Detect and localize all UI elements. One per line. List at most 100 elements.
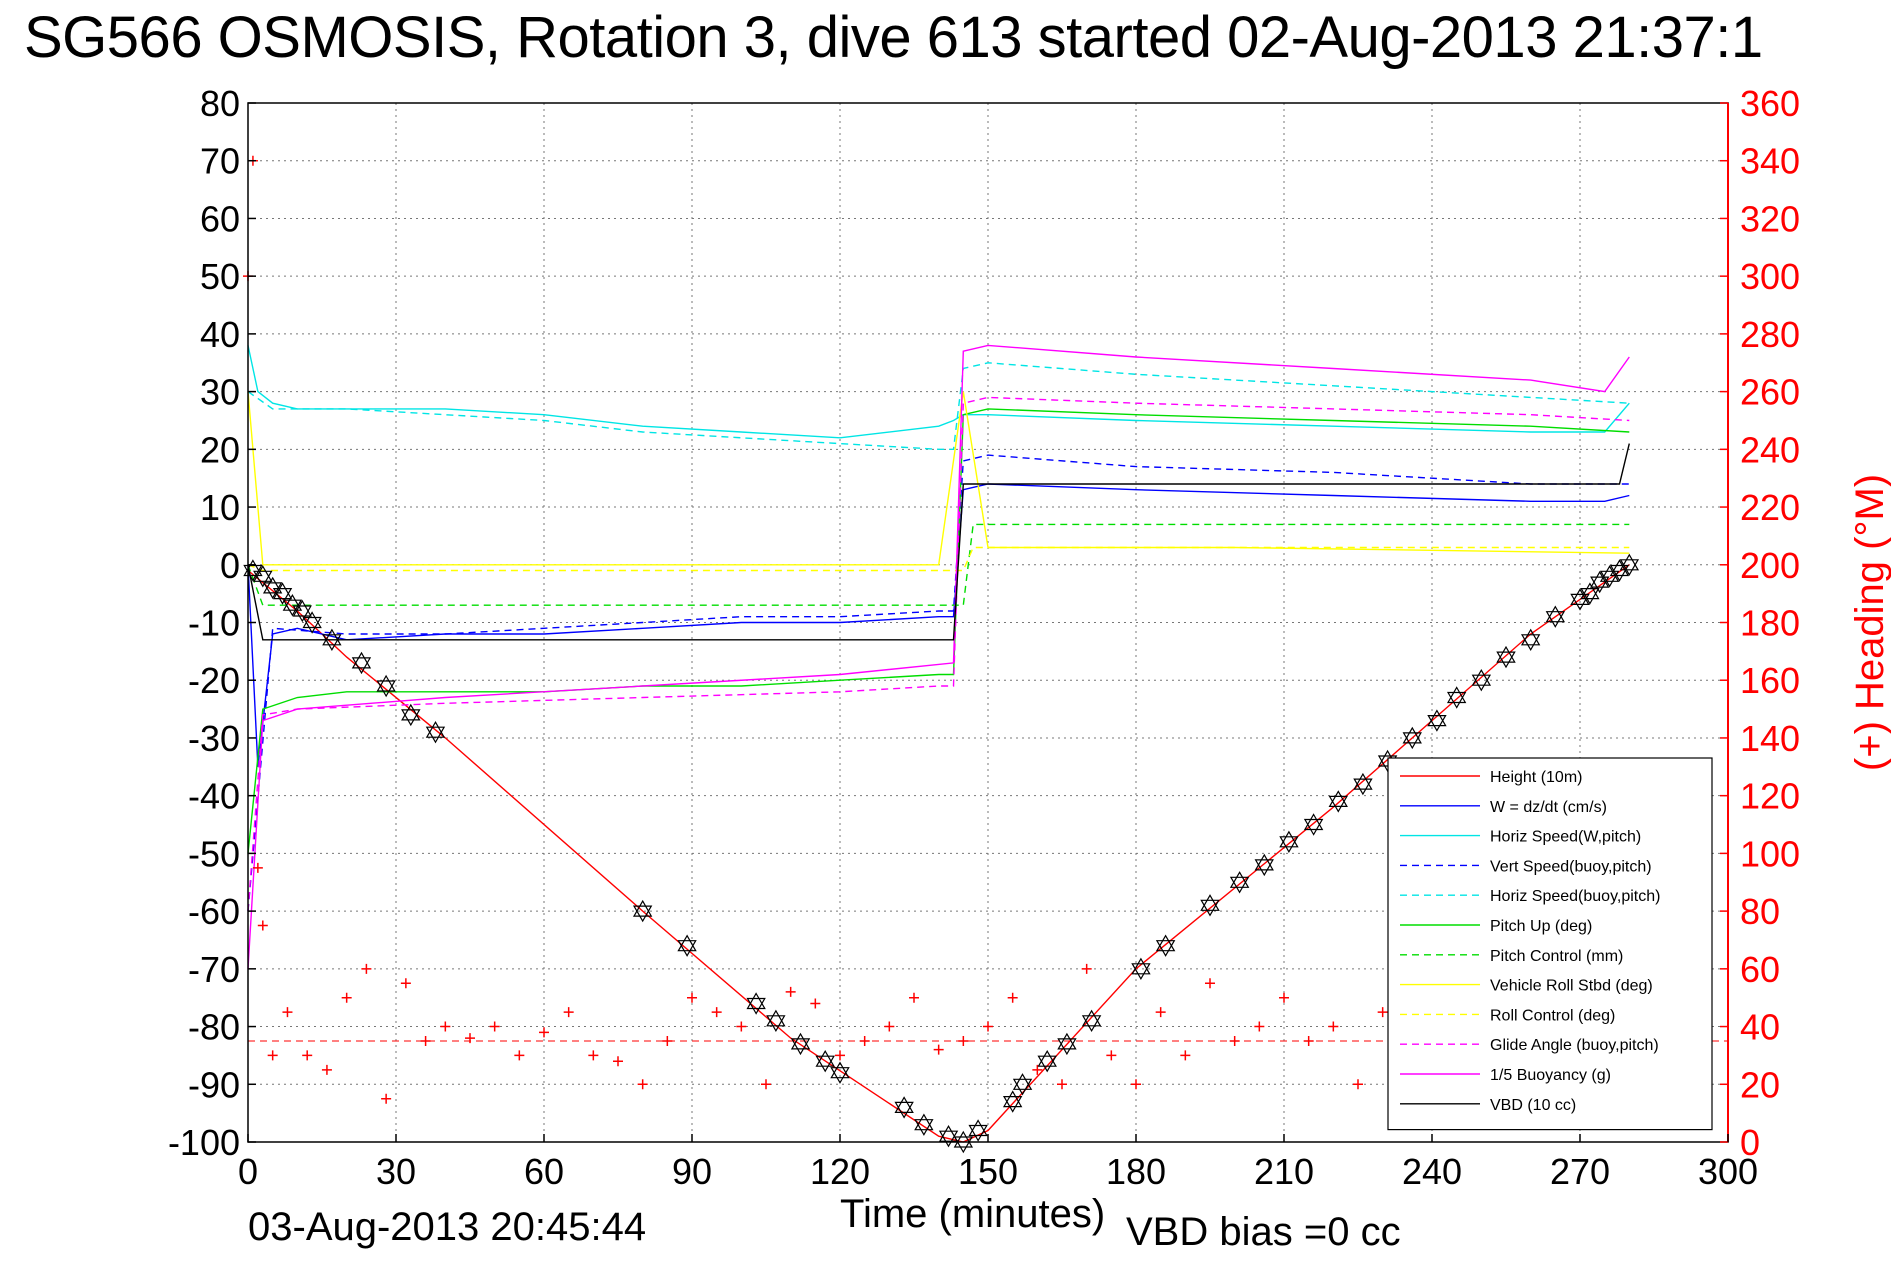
height-marker: [632, 899, 653, 923]
heading-point: [810, 998, 821, 1009]
heading-point: [420, 1035, 431, 1046]
heading-point: [267, 1050, 278, 1061]
right-tick-label: 360: [1740, 83, 1800, 124]
heading-point: [400, 978, 411, 989]
heading-point: [835, 1050, 845, 1061]
heading-point: [662, 1035, 673, 1046]
heading-point: [1229, 1035, 1240, 1046]
height-marker: [401, 703, 421, 727]
heading-point: [321, 1064, 332, 1075]
height-marker: [322, 628, 342, 652]
right-tick-label: 80: [1740, 891, 1780, 932]
height-marker: [953, 1130, 974, 1154]
heading-point: [1106, 1050, 1117, 1061]
height-marker: [1471, 668, 1492, 692]
right-tick-label: 40: [1740, 1007, 1780, 1048]
left-tick-label: -90: [188, 1064, 240, 1105]
series-line-11: [247, 443, 1630, 641]
height-marker: [1496, 645, 1516, 669]
series-line-8: [247, 546, 1630, 572]
heading-point: [884, 1021, 895, 1032]
heading-point: [1254, 1021, 1265, 1032]
right-tick-label: 20: [1740, 1064, 1780, 1105]
heading-point: [1131, 1079, 1141, 1090]
legend-label-3: Vert Speed(buoy,pitch): [1490, 858, 1652, 875]
legend-label-8: Roll Control (deg): [1490, 1007, 1615, 1024]
right-axis-ticks: 0 20 40 60 80 100 120 140 160 180 200 220 240 260 280 3…: [1720, 83, 1800, 1163]
left-tick-label: 30: [200, 372, 240, 413]
heading-point: [637, 1079, 648, 1090]
heading-point: [1180, 1050, 1191, 1061]
series-line-6: [247, 523, 1630, 606]
right-tick-label: 0: [1740, 1122, 1760, 1163]
series-line-5: [247, 408, 1630, 854]
heading-point: [1155, 1007, 1166, 1018]
heading-point: [361, 963, 372, 974]
legend-label-0: Height (10m): [1490, 769, 1582, 786]
chart-series: [247, 344, 1728, 1143]
x-tick-label: 180: [1106, 1151, 1166, 1192]
heading-point: [1328, 1021, 1339, 1032]
height-marker: [894, 1096, 914, 1119]
height-marker: [302, 611, 322, 634]
height-marker: [376, 674, 396, 698]
left-tick-label: -70: [188, 949, 240, 990]
right-tick-label: 280: [1740, 314, 1800, 355]
heading-point: [613, 1056, 623, 1067]
height-marker: [1081, 1009, 1102, 1032]
right-tick-label: 320: [1740, 198, 1800, 239]
right-tick-label: 120: [1740, 776, 1800, 817]
heading-point: [563, 1007, 574, 1018]
left-tick-label: 50: [200, 256, 240, 297]
left-tick-label: -10: [188, 603, 240, 644]
heading-point: [1279, 992, 1289, 1003]
legend-label-7: Vehicle Roll Stbd (deg): [1490, 978, 1653, 995]
legend-label-5: Pitch Up (deg): [1490, 918, 1592, 935]
height-marker: [815, 1050, 835, 1073]
height-marker: [746, 992, 766, 1015]
series-line-9: [247, 396, 1630, 912]
heading-point: [1303, 1035, 1314, 1046]
height-marker: [1590, 570, 1610, 594]
height-marker: [253, 565, 273, 588]
height-marker: [1353, 772, 1373, 796]
height-marker: [766, 1009, 786, 1033]
chart-title: SG566 OSMOSIS, Rotation 3, dive 613 star…: [24, 5, 1763, 70]
heading-point: [933, 1044, 944, 1055]
heading-point: [909, 992, 919, 1003]
series-line-1: [247, 483, 1630, 767]
x-tick-label: 210: [1254, 1151, 1314, 1192]
right-tick-label: 160: [1740, 660, 1800, 701]
height-marker: [1619, 553, 1640, 577]
left-tick-label: -30: [188, 718, 240, 759]
x-tick-label: 240: [1402, 1151, 1462, 1192]
heading-point: [859, 1035, 870, 1046]
series-line-3: [247, 454, 1630, 912]
right-tick-label: 340: [1740, 141, 1800, 182]
height-marker: [1609, 559, 1630, 582]
height-marker: [830, 1061, 850, 1084]
height-marker: [1580, 582, 1600, 605]
legend-label-11: VBD (10 cc): [1490, 1097, 1576, 1114]
heading-point: [983, 1021, 993, 1032]
heading-point: [736, 1021, 747, 1032]
chart-legend: Height (10m) W = dz/dt (cm/s) Horiz Speed(…: [1387, 757, 1713, 1131]
right-tick-label: 260: [1740, 372, 1800, 413]
left-axis-ticks: -100-90-80-70-60-50-40-30-20-10010203040…: [168, 83, 256, 1163]
left-tick-label: 80: [200, 83, 240, 124]
legend-label-10: 1/5 Buoyancy (g): [1490, 1067, 1611, 1084]
left-tick-label: -100: [168, 1122, 240, 1163]
heading-point: [381, 1093, 392, 1104]
x-tick-label: 30: [376, 1151, 416, 1192]
x-tick-label: 150: [958, 1151, 1018, 1192]
heading-point: [302, 1050, 313, 1061]
height-marker: [1200, 894, 1220, 917]
left-tick-label: -80: [188, 1007, 240, 1048]
left-tick-label: -40: [188, 776, 240, 817]
heading-point: [1007, 992, 1018, 1003]
height-marker: [292, 599, 312, 623]
legend-box: [1387, 757, 1713, 1131]
heading-point: [958, 1035, 969, 1046]
height-marker: [1599, 565, 1620, 588]
x-tick-label: 120: [810, 1151, 870, 1192]
